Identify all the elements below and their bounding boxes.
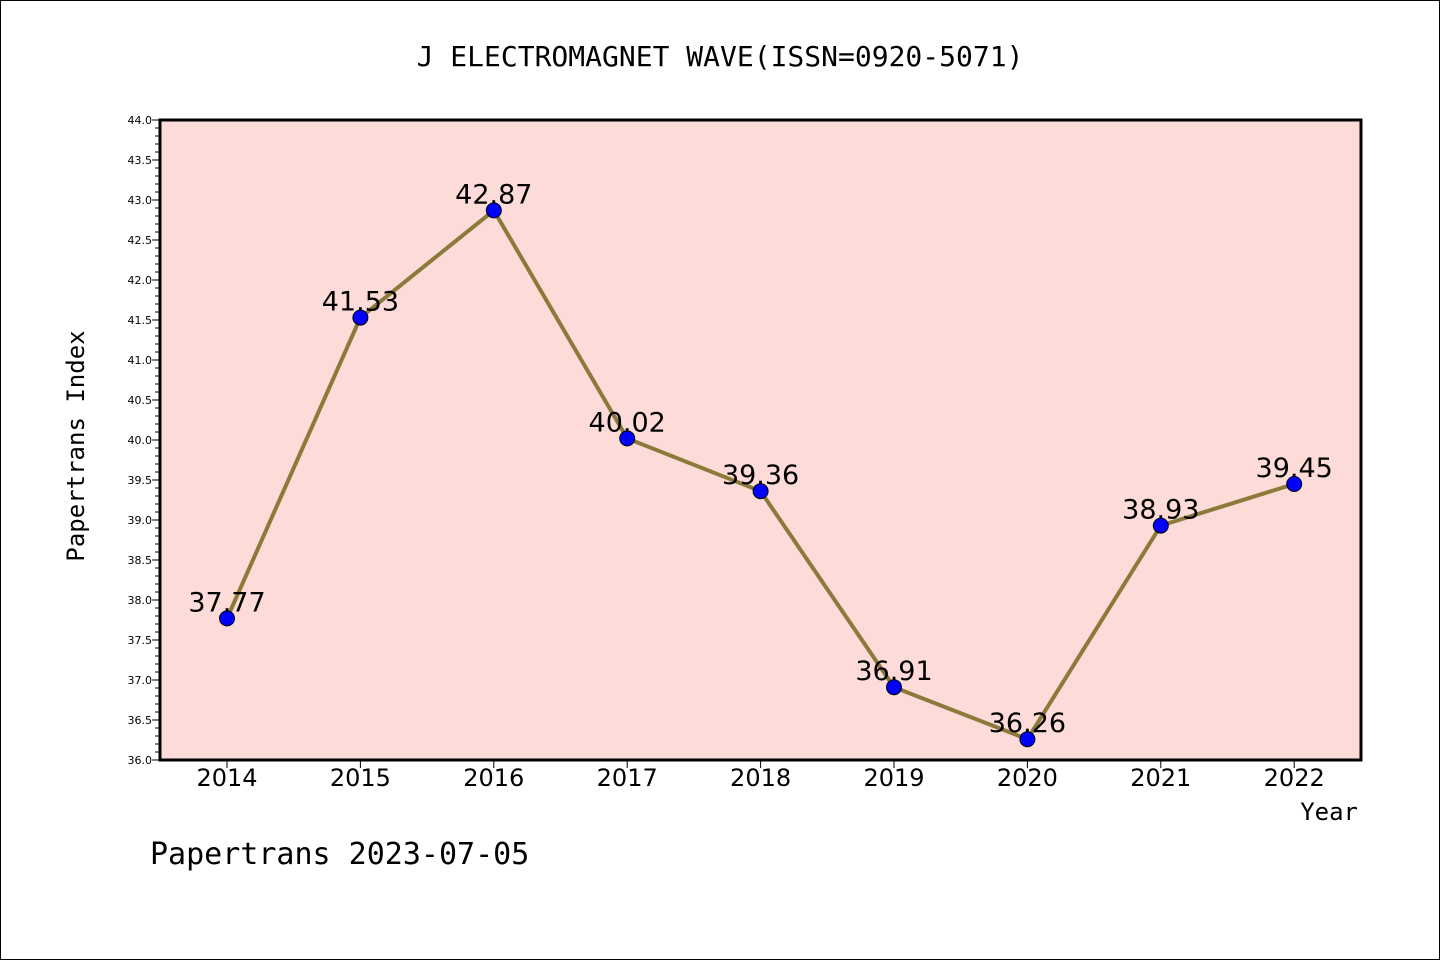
y-tick-label: 42.5 — [128, 234, 153, 247]
x-tick-label: 2018 — [730, 764, 791, 792]
x-axis-label: Year — [1300, 798, 1358, 826]
y-tick-label: 43.0 — [128, 194, 153, 207]
data-point — [219, 610, 235, 627]
y-tick-label: 42.0 — [128, 274, 153, 287]
y-tick-label: 37.0 — [128, 674, 153, 687]
y-tick-label: 40.0 — [128, 434, 153, 447]
footer-stamp: Papertrans 2023-07-05 — [150, 837, 529, 872]
y-tick-label: 40.5 — [128, 394, 153, 407]
data-point — [886, 679, 902, 696]
y-tick-label: 36.0 — [128, 754, 153, 767]
data-point — [352, 309, 369, 326]
y-tick-label: 43.5 — [128, 154, 153, 167]
x-tick-label: 2015 — [330, 764, 391, 792]
plot-area — [160, 120, 1361, 760]
data-points — [219, 202, 1303, 748]
data-label: 41.53 — [322, 287, 399, 318]
y-tick-label: 39.0 — [128, 514, 153, 527]
x-tick-label: 2022 — [1264, 764, 1325, 792]
plot-border — [158, 118, 1363, 762]
y-tick-label: 36.5 — [128, 714, 153, 727]
x-tick-label: 2017 — [597, 764, 658, 792]
data-label: 36.26 — [989, 708, 1066, 739]
y-tick-label: 38.5 — [128, 554, 153, 567]
y-axis-label: Papertrans Index — [62, 330, 90, 561]
x-tick-label: 2014 — [196, 764, 257, 792]
y-tick-label: 44.0 — [128, 114, 153, 127]
data-point — [752, 483, 769, 500]
data-point — [1019, 731, 1036, 748]
y-tick-label: 38.0 — [128, 594, 153, 607]
chart-title: J ELECTROMAGNET WAVE(ISSN=0920-5071) — [417, 40, 1024, 73]
x-tick-label: 2019 — [863, 764, 924, 792]
y-tick-label: 39.5 — [128, 474, 153, 487]
data-label: 42.87 — [455, 179, 532, 210]
data-label: 38.93 — [1122, 495, 1199, 526]
data-label: 39.36 — [722, 460, 799, 491]
y-tick-label: 41.5 — [128, 314, 153, 327]
x-tick-label: 2021 — [1130, 764, 1191, 792]
data-point — [619, 430, 636, 447]
x-tick-label: 2016 — [463, 764, 524, 792]
data-label: 36.91 — [855, 656, 932, 687]
data-labels: 37.77 41.53 42.87 40.02 39.36 36.91 36.26 38.93… — [188, 179, 1332, 739]
data-label: 40.02 — [589, 407, 666, 438]
data-point — [485, 202, 502, 219]
x-tick-label: 2020 — [997, 764, 1058, 792]
x-axis-ticks: 2014 2015 2016 2017 2018 2019 2020 2021 2022 — [196, 760, 1325, 792]
data-label: 37.77 — [188, 587, 265, 618]
y-axis-ticks: 36.0 36.5 37.0 37.5 38.0 38.5 39.0 39.5 40.0 40.5… — [128, 114, 160, 767]
y-tick-label: 37.5 — [128, 634, 153, 647]
data-point — [1152, 517, 1169, 534]
data-label: 39.45 — [1256, 453, 1333, 484]
y-tick-label: 41.0 — [128, 354, 153, 367]
data-point — [1286, 476, 1303, 492]
